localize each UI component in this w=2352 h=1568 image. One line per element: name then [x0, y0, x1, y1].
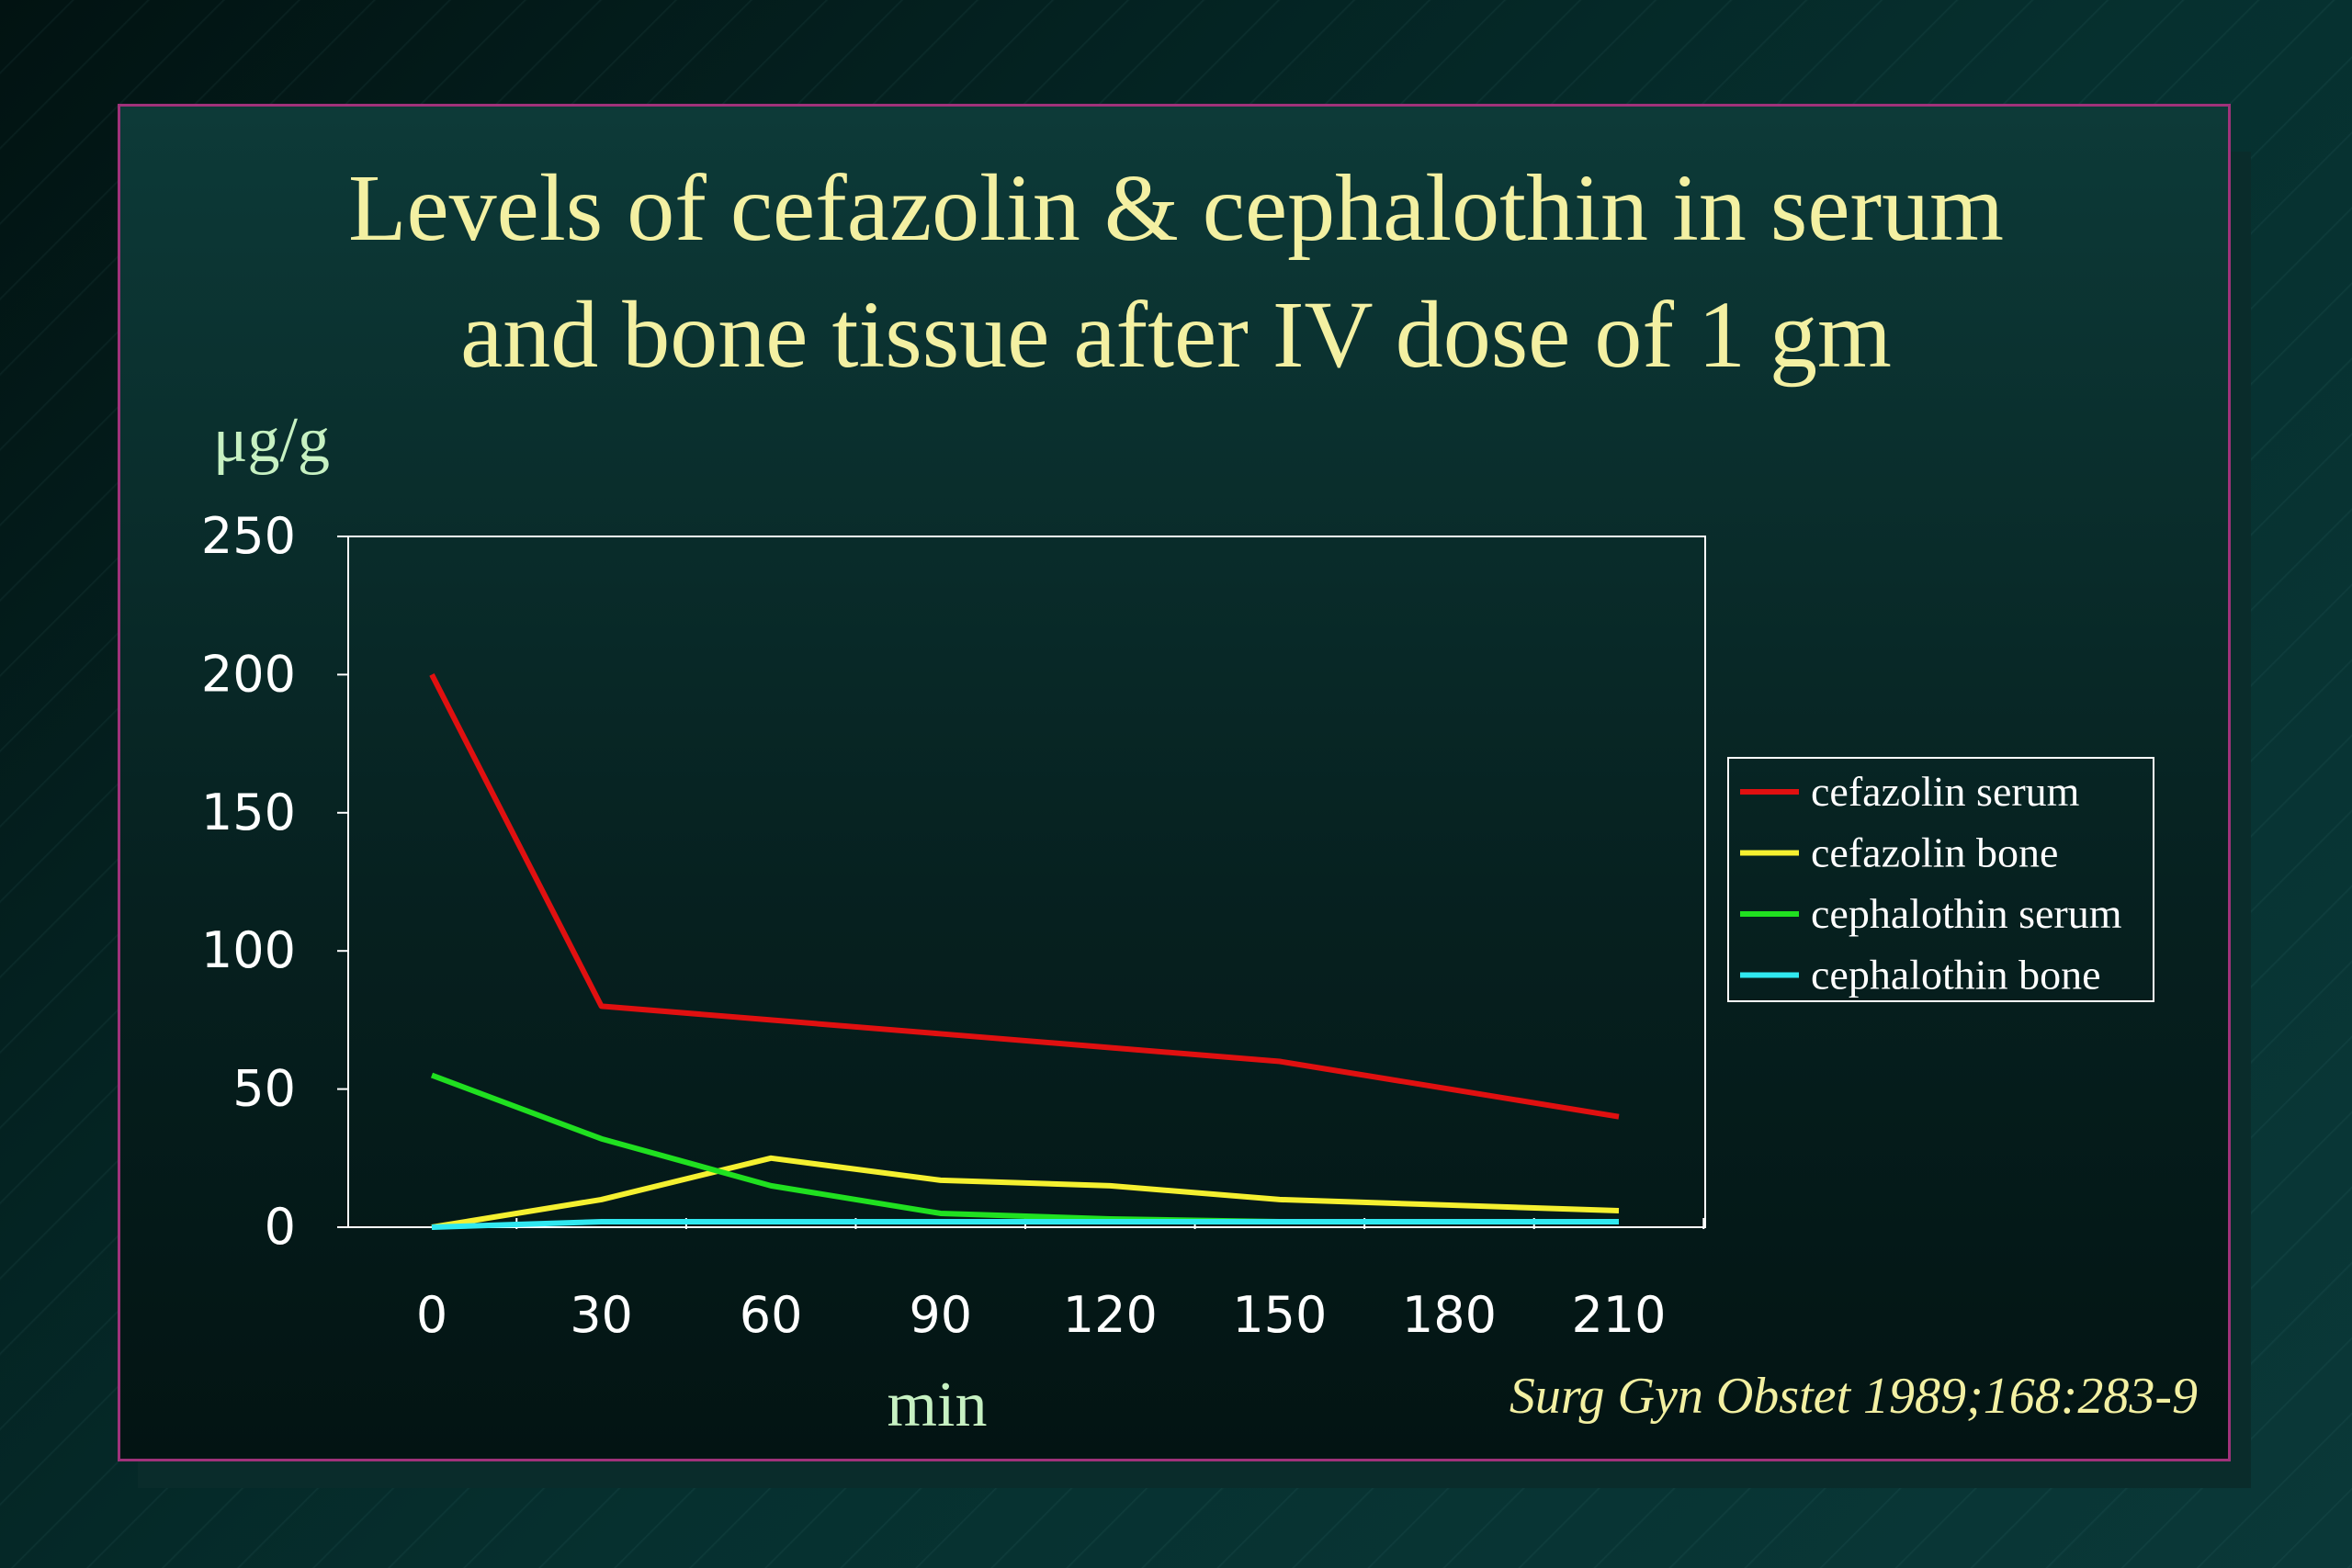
series-line-cefazolin-bone: [431, 1155, 1620, 1230]
x-tick-label: 60: [740, 1286, 803, 1344]
x-tick-label: 30: [570, 1286, 633, 1344]
y-tick-label: 0: [265, 1198, 296, 1256]
plot-area-frame: [347, 536, 1706, 1228]
y-tick-label: 50: [232, 1060, 296, 1118]
x-tick-label: 120: [1063, 1286, 1158, 1344]
series-line-cephalothin-bone: [431, 1218, 1619, 1230]
y-tick-label: 250: [201, 507, 296, 565]
y-axis-units: μg/g: [213, 405, 330, 476]
legend-label: cefazolin serum: [1811, 768, 2080, 815]
slide-title-line-1: Levels of cefazolin & cephalothin in ser…: [347, 155, 2005, 261]
x-tick-label: 0: [416, 1286, 447, 1344]
y-tick-label: 100: [201, 921, 296, 979]
x-tick-label: 210: [1571, 1286, 1666, 1344]
x-tick-label: 180: [1402, 1286, 1497, 1344]
legend-label: cephalothin bone: [1811, 952, 2101, 998]
slide-frame: [118, 104, 2231, 1461]
x-tick-label: 150: [1232, 1286, 1327, 1344]
legend-label: cephalothin serum: [1811, 890, 2122, 937]
y-tick-label: 200: [201, 645, 296, 703]
slide-title-line-2: and bone tissue after IV dose of 1 gm: [460, 282, 1892, 388]
legend-box: [1727, 757, 2154, 1002]
y-tick-label: 150: [201, 784, 296, 841]
series-line-cefazolin-serum: [429, 673, 1620, 1120]
x-axis-label: min: [887, 1370, 988, 1440]
legend-label: cefazolin bone: [1811, 829, 2058, 876]
x-tick-label: 90: [909, 1286, 972, 1344]
citation: Surg Gyn Obstet 1989;168:283-9: [1509, 1368, 2198, 1425]
